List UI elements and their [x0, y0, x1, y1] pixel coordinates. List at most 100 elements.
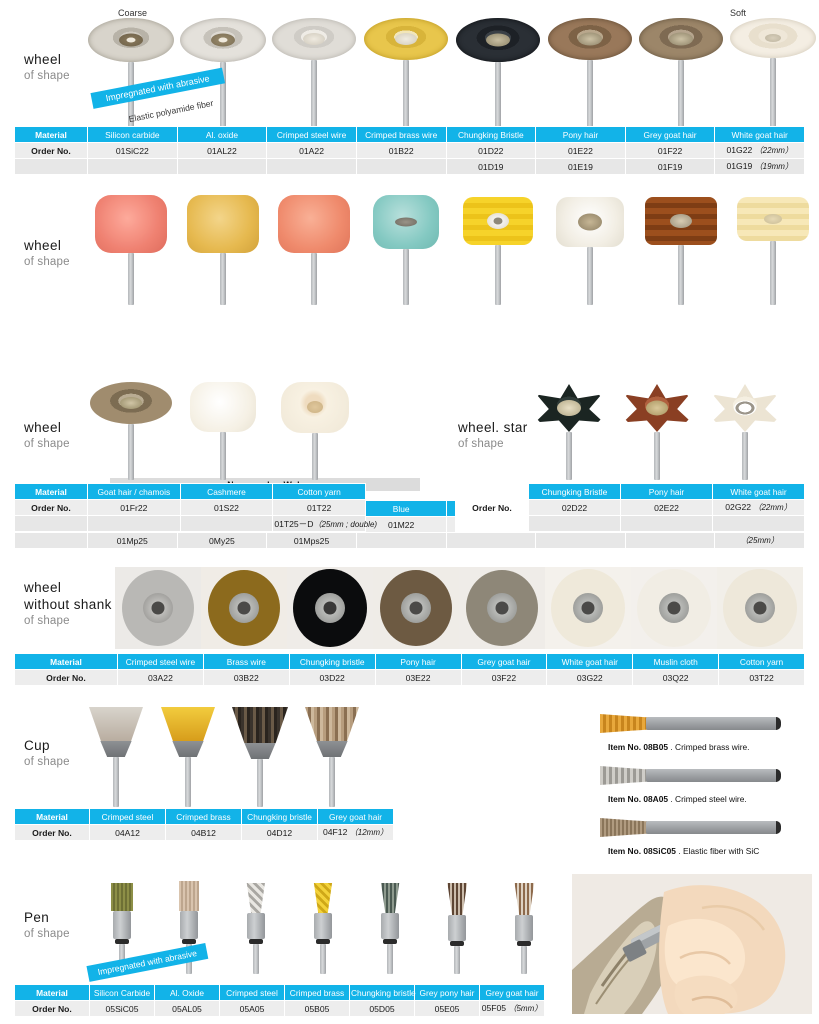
cell-material: Chungking Bristle [528, 483, 621, 500]
cell-order-no: 05A05 [219, 1000, 285, 1017]
cell-material: Muslin cloth [632, 653, 720, 670]
cell-order-no: 01A22 [266, 142, 357, 159]
cell-material: Cashmere [179, 483, 274, 500]
table-without-shank: Material Crimped steel wire Brass wire C… [14, 653, 805, 686]
cell-material: Pony hair [374, 653, 462, 670]
cell-material: Chungking bristle [349, 984, 416, 1001]
cell-material: Pony hair [620, 483, 713, 500]
cell-order-no: 01E19 [535, 158, 626, 175]
product-image [201, 567, 287, 649]
list-item: Item No. 08SiC05 . Elastic fiber with Si… [600, 814, 819, 856]
cell-material: Crimped steel wire [117, 653, 204, 670]
cell-blank [87, 515, 181, 532]
product-image [452, 195, 544, 305]
table-row: Material Silicon carbide Al. oxide Crimp… [14, 126, 805, 143]
cell-material: Cotton yarn [718, 653, 805, 670]
cell-material: Al. Oxide [154, 984, 220, 1001]
shape-label-pen: Pen of shape [24, 910, 70, 940]
table-row: 01D19 01E19 01F19 01G19 （19mm） [14, 158, 805, 175]
cell-material: Grey goat hair [317, 808, 394, 825]
cell-order-no: 03G22 [546, 669, 634, 686]
cell-order-no: 03E22 [374, 669, 462, 686]
cell-order-no: 01Mps25 [266, 532, 357, 549]
section-pen: Pen of shape [0, 862, 819, 1024]
table-row: Material Goat hair / chamois Cashmere Co… [14, 483, 366, 500]
product-image [115, 567, 201, 649]
table-row: Material Crimped steel wire Brass wire C… [14, 653, 805, 670]
cell-material-header: Material [14, 984, 90, 1001]
cell-material: White goat hair [714, 126, 805, 143]
cell-order-no: 02D22 [528, 499, 621, 516]
cell-order-no: 01G19 （19mm） [714, 158, 805, 175]
cell-order-header: Order No. [14, 142, 88, 159]
section-cup: Cup of shape [0, 700, 819, 856]
item-desc: Crimped brass wire. [675, 742, 750, 752]
item-caption: Item No. 08B05 . Crimped brass wire. [608, 742, 750, 752]
order-code: 01G19 [726, 161, 753, 171]
product-image [631, 567, 717, 649]
cell-order-no: 01T22 [272, 499, 366, 516]
product-image [85, 382, 177, 480]
product-image [373, 567, 459, 649]
cell-material: Grey goat hair [479, 984, 545, 1001]
brush-tuft [600, 818, 648, 837]
cell-order-no [266, 158, 357, 175]
caption-coarse: Coarse [118, 8, 148, 18]
cell-material: Chungking bristle [241, 808, 318, 825]
product-image [269, 18, 361, 128]
cell-order-no: 04F12 （12mm） [317, 824, 394, 841]
cell-order-no: 01Mp25 [87, 532, 178, 549]
cell-material-header: Material [14, 653, 118, 670]
product-image [424, 874, 491, 974]
mandrel-rod [646, 717, 781, 730]
cell-material: White goat hair [712, 483, 805, 500]
order-code: 02G22 [725, 502, 752, 512]
product-image [177, 195, 269, 305]
cell-order-header: Order No. [455, 499, 529, 516]
table-row: Order No. 05SiC05 05AL05 05A05 05B05 05D… [14, 1000, 545, 1017]
cell-material: Silicon carbide [87, 126, 178, 143]
cell-order-no: 01F19 [624, 158, 716, 175]
cell-order-no: 03A22 [117, 669, 204, 686]
cell-order-no [176, 158, 268, 175]
cell-order-no: 02G22 （22mm） [712, 499, 805, 516]
product-image [152, 702, 224, 807]
product-image [452, 18, 544, 128]
order-code: 04F12 [323, 827, 348, 837]
section-wheel-3: wheel of shape Materi [0, 380, 819, 540]
order-code: 05F05 [481, 1003, 507, 1013]
cell-blank [620, 515, 713, 532]
item-no: Item No. 08B05 [608, 742, 669, 752]
table-row: Order No. 02D22 02E22 02G22 （22mm） [455, 499, 805, 516]
product-image [289, 874, 356, 974]
cell-order-no: 05F05 （5mm） [479, 1000, 545, 1017]
cell-material: Al. oxide [176, 126, 268, 143]
cell-order-no: 03D22 [288, 669, 376, 686]
product-images-wheel-star [525, 382, 805, 480]
product-image [222, 874, 289, 974]
item-caption: Item No. 08SiC05 . Elastic fiber with Si… [608, 846, 760, 856]
size-note: （5mm） [508, 1004, 543, 1013]
cell-order-header: Order No. [14, 824, 90, 841]
product-images-pen [88, 874, 558, 974]
section-wheel-without-shank: wheel without shank of shape [0, 562, 819, 692]
product-image [224, 702, 296, 807]
product-images-without-shank [115, 567, 805, 649]
cell-material: Chungking Bristle [445, 126, 537, 143]
cell-material: Brass wire [202, 653, 290, 670]
cell-order-no: 01D22 [445, 142, 537, 159]
cell-blank [14, 532, 88, 549]
cell-order-no: 01B22 [355, 142, 447, 159]
cell-order-no: 05E05 [414, 1000, 480, 1017]
product-images-wheel-2 [85, 195, 819, 305]
table-wheel-star: Chungking Bristle Pony hair White goat h… [455, 483, 805, 532]
table-row: Material Silicon Carbide Al. Oxide Crimp… [14, 984, 545, 1001]
cell-material: Crimped steel wire [266, 126, 357, 143]
brush-tuft [600, 714, 648, 733]
size-note: （12mm） [349, 828, 388, 837]
cell-material: Grey pony hair [414, 984, 480, 1001]
product-image [269, 195, 361, 305]
product-image [80, 702, 152, 807]
cell-blank [528, 515, 621, 532]
cell-order-no: 0My25 [176, 532, 268, 549]
